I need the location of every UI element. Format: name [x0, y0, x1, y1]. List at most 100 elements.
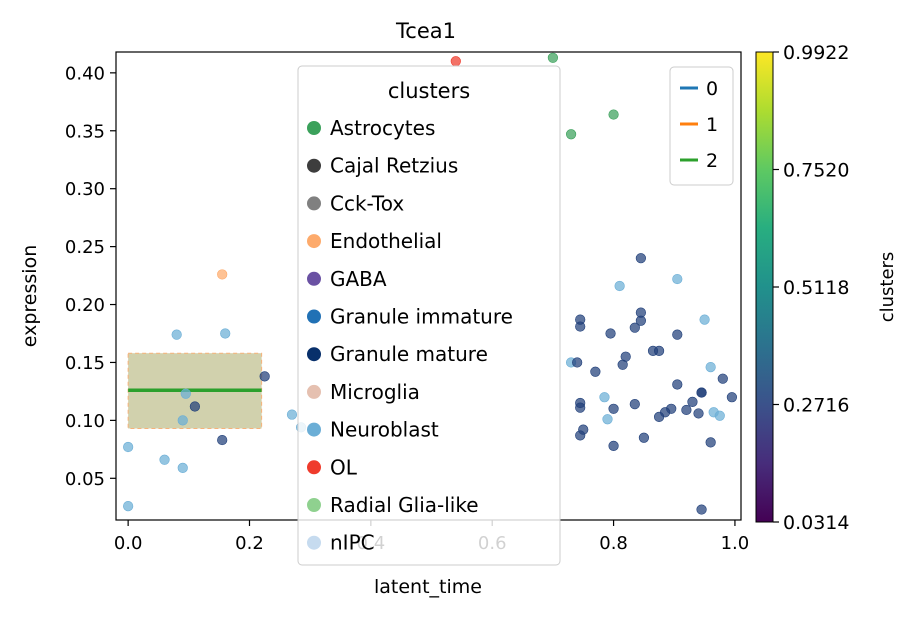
cluster-legend-marker — [307, 309, 321, 324]
scatter-point — [696, 387, 707, 398]
scatter-point — [620, 351, 631, 362]
scatter-point — [605, 328, 616, 339]
scatter-point — [714, 410, 725, 421]
scatter-point — [629, 399, 640, 410]
y-tick-label: 0.40 — [65, 63, 105, 84]
scatter-point — [159, 454, 170, 465]
scatter-point — [635, 315, 646, 326]
cluster-legend-marker — [307, 347, 321, 362]
x-tick-label: 1.0 — [721, 533, 750, 554]
y-tick-label: 0.20 — [65, 295, 105, 316]
scatter-point — [450, 56, 461, 67]
scatter-point — [599, 392, 610, 403]
scatter-point — [123, 441, 134, 453]
scatter-point — [717, 373, 728, 384]
colorbar-tick-label: 0.7520 — [783, 160, 849, 182]
cluster-legend-label: Neuroblast — [330, 418, 439, 442]
cluster-legend-label: Granule immature — [330, 305, 513, 329]
fit-layer — [127, 352, 263, 429]
x-axis-label: latent_time — [374, 576, 482, 598]
scatter-point — [590, 366, 601, 377]
cluster-legend: clusters Astrocytes Cajal Retzius Cck-Tox E… — [297, 65, 561, 566]
scatter-point — [572, 357, 583, 368]
y-tick-label: 0.30 — [65, 179, 105, 200]
scatter-point — [608, 109, 619, 120]
scatter-point — [220, 328, 231, 339]
scatter-point — [547, 52, 558, 63]
scatter-point — [217, 269, 228, 280]
colorbar-tick-label: 0.5118 — [783, 277, 849, 299]
scatter-point — [177, 462, 188, 473]
cluster-legend-marker — [307, 271, 321, 286]
chart-title: Tcea1 — [395, 19, 456, 43]
y-axis-label: expression — [19, 245, 41, 348]
y-tick-label: 0.15 — [65, 353, 105, 374]
cluster-legend-marker — [307, 422, 321, 437]
x-tick-label: 0.8 — [599, 533, 628, 554]
cluster-legend-title: clusters — [388, 79, 470, 103]
cluster-legend-label: Astrocytes — [330, 116, 435, 140]
scatter-point — [705, 361, 716, 373]
scatter-point — [681, 404, 692, 416]
scatter-point — [672, 329, 683, 340]
scatter-point — [672, 379, 683, 390]
cluster-legend-label: Endothelial — [330, 229, 442, 253]
scatter-point — [635, 253, 646, 264]
scatter-point — [217, 434, 228, 446]
cluster-legend-label: Cck-Tox — [330, 191, 404, 215]
scatter-point — [123, 500, 134, 512]
cluster-legend-marker — [307, 234, 321, 249]
line-legend-label: 1 — [706, 114, 718, 136]
cluster-legend-marker — [307, 121, 321, 135]
colorbar: 0.0314 0.2716 0.5118 0.7520 0.9922 clusters — [755, 42, 898, 534]
scatter-point — [608, 403, 619, 414]
scatter-point — [259, 371, 270, 382]
scatter-point — [575, 314, 586, 325]
scatter-point — [602, 414, 613, 425]
scatter-point — [699, 314, 710, 325]
scatter-point — [687, 396, 698, 407]
cluster-legend-marker — [307, 196, 321, 211]
y-tick-label: 0.25 — [65, 237, 105, 258]
line-legend-label: 0 — [706, 78, 718, 100]
cluster-legend-box — [297, 65, 561, 566]
points-layer — [123, 52, 737, 515]
cluster-legend-label: Radial Glia-like — [330, 493, 479, 517]
scatter-point — [696, 504, 707, 515]
colorbar-tick-label: 0.2716 — [783, 395, 849, 417]
scatter-point — [608, 440, 619, 451]
line-legend-label: 2 — [706, 150, 718, 172]
cluster-legend-label: Granule mature — [330, 342, 488, 366]
scatter-point — [693, 408, 704, 419]
scatter-point — [171, 329, 182, 340]
colorbar-tick-label: 0.9922 — [783, 42, 849, 64]
cluster-legend-marker — [307, 384, 321, 399]
line-legend-box — [669, 66, 734, 186]
x-tick-label: 0.0 — [114, 533, 143, 554]
scatter-point — [638, 432, 650, 443]
cluster-legend-label: GABA — [330, 267, 387, 291]
colorbar-gradient — [755, 51, 774, 523]
x-tick-label: 0.2 — [235, 533, 264, 554]
cluster-legend-marker — [307, 158, 321, 173]
cluster-legend-marker — [307, 460, 321, 475]
scatter-point — [565, 129, 577, 140]
plot-area: 0.00.20.40.60.81.0 0.050.100.150.200.250… — [65, 51, 750, 554]
scatter-point — [578, 424, 589, 435]
scatter-point — [575, 402, 586, 413]
line-legend: 0 1 2 — [669, 66, 734, 186]
scatter-point — [629, 322, 640, 333]
y-axis-ticks: 0.05 0.10 0.15 0.20 0.25 0.30 0.35 0.40 — [65, 63, 116, 490]
y-tick-label: 0.05 — [65, 469, 105, 490]
scatter-point — [189, 401, 200, 412]
scatter-point — [614, 280, 625, 292]
cluster-legend-marker — [307, 498, 321, 512]
scatter-point — [653, 345, 665, 356]
scatter-point — [705, 437, 716, 448]
scatter-point — [286, 409, 298, 420]
scatter-point — [666, 403, 677, 414]
cluster-legend-label: nIPC — [330, 531, 375, 555]
cluster-legend-label: OL — [330, 455, 358, 479]
y-tick-label: 0.35 — [65, 121, 105, 142]
